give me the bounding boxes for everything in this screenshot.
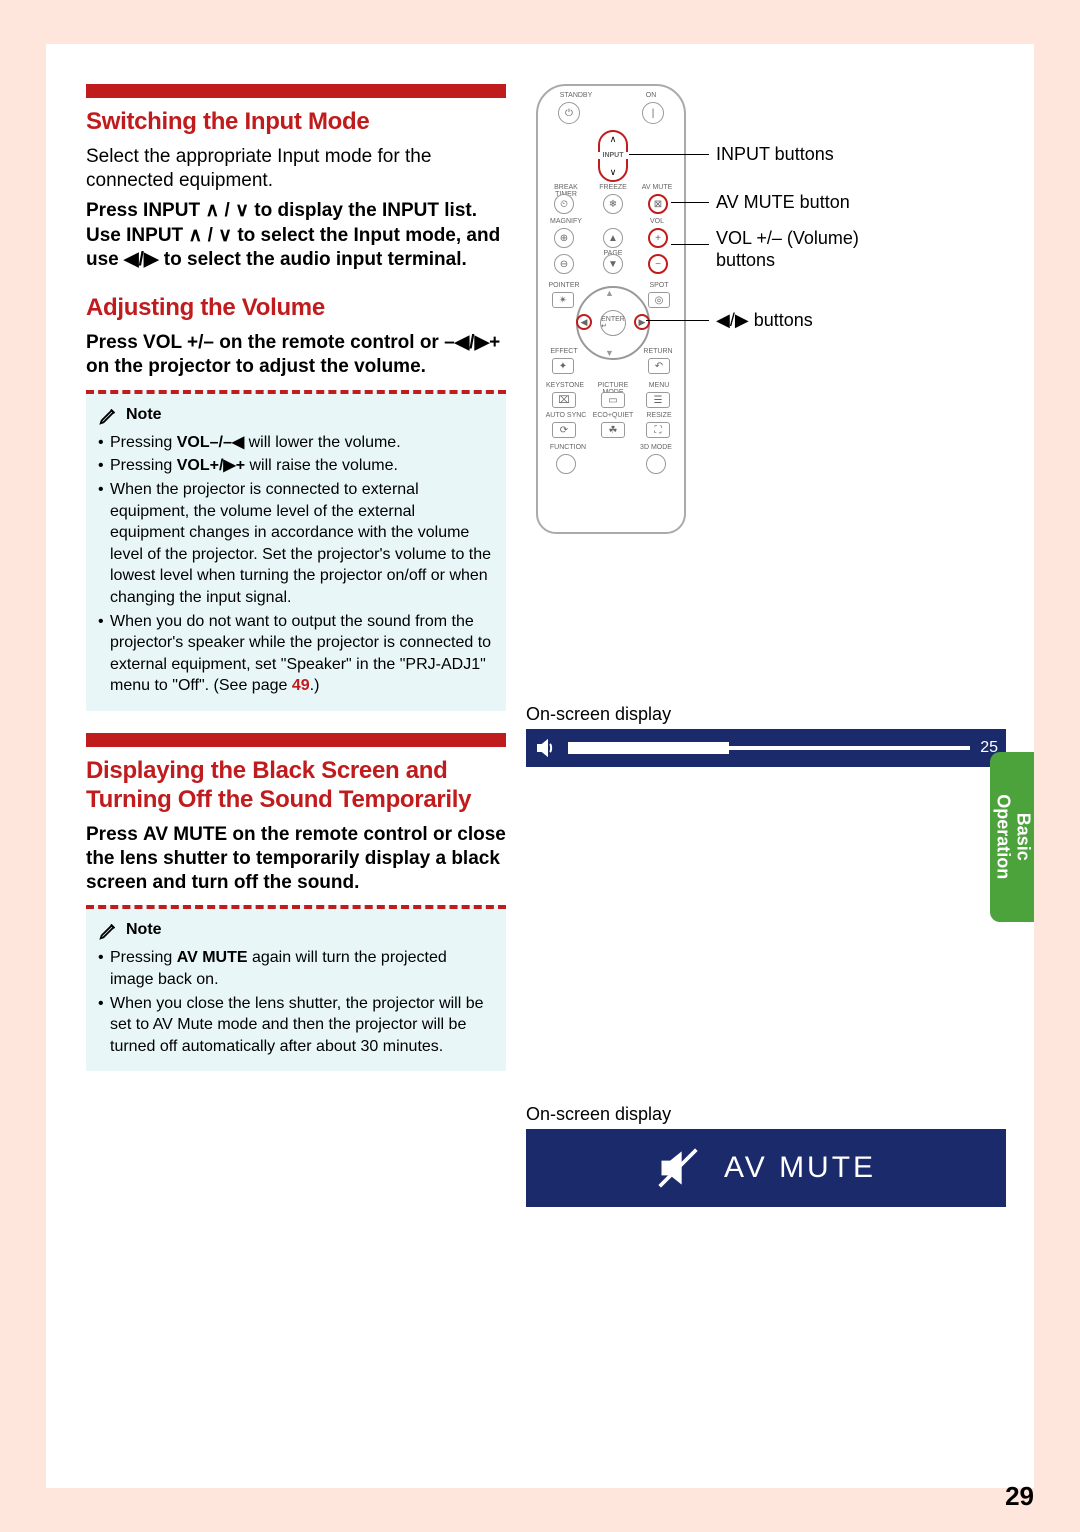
manual-page: Switching the Input Mode Select the appr…	[0, 0, 1080, 1532]
vol-plus-button[interactable]: +	[648, 228, 668, 248]
pointer-button[interactable]: ✴	[552, 292, 574, 308]
function-button[interactable]	[556, 454, 576, 474]
return-button[interactable]: ↶	[648, 358, 670, 374]
spot-button[interactable]: ◎	[648, 292, 670, 308]
osd-label: On-screen display	[526, 704, 1006, 725]
magnify-minus-button[interactable]: ⊖	[554, 254, 574, 274]
body-text: Press AV MUTE on the remote control or c…	[86, 823, 506, 896]
enter-button[interactable]: ENTER ↵	[600, 310, 626, 336]
keystone-button[interactable]: ⌧	[552, 392, 576, 408]
body-text: Use INPUT ∧ / ∨ to select the Input mode…	[86, 224, 506, 273]
osd-label: On-screen display	[526, 1104, 1006, 1125]
remote-illustration: STANDBY ON ⏻ | ∧ ∨ INPUT BREAK TIMER FRE…	[536, 84, 686, 534]
osd-volume-bar: 25	[526, 729, 1006, 767]
note-item: When the projector is connected to exter…	[98, 479, 494, 609]
callout-vol: VOL +/– (Volume) buttons	[716, 228, 916, 271]
page-down-button[interactable]: ▼	[603, 254, 623, 274]
effect-button[interactable]: ✦	[552, 358, 574, 374]
note-label: Note	[98, 919, 494, 941]
note-item: Pressing VOL+/▶+ will raise the volume.	[98, 455, 494, 477]
mute-icon	[656, 1146, 700, 1190]
body-text: Press VOL +/– on the remote control or –…	[86, 331, 506, 380]
right-button[interactable]: ▶	[634, 314, 650, 330]
divider-bar	[86, 84, 506, 98]
note-box: Note Pressing VOL–/–◀ will lower the vol…	[86, 390, 506, 711]
vol-minus-button[interactable]: −	[648, 254, 668, 274]
freeze-button[interactable]: ❄	[603, 194, 623, 214]
divider-bar	[86, 733, 506, 747]
section-title: Displaying the Black Screen and Turning …	[86, 757, 506, 815]
note-label: Note	[98, 404, 494, 426]
note-item: Pressing AV MUTE again will turn the pro…	[98, 947, 494, 990]
section-title: Adjusting the Volume	[86, 294, 506, 323]
section-title: Switching the Input Mode	[86, 108, 506, 137]
picture-mode-button[interactable]: ▭	[601, 392, 625, 408]
right-column: STANDBY ON ⏻ | ∧ ∨ INPUT BREAK TIMER FRE…	[526, 84, 1046, 564]
page-up-button[interactable]: ▲	[603, 228, 623, 248]
left-button[interactable]: ◀	[576, 314, 592, 330]
page-number: 29	[1005, 1481, 1034, 1512]
callout-arrows: ◀/▶ buttons	[716, 310, 813, 332]
volume-fill	[568, 742, 729, 754]
osd-avmute-display: AV MUTE	[526, 1129, 1006, 1207]
av-mute-button[interactable]: ⊠	[648, 194, 668, 214]
note-list: Pressing VOL–/–◀ will lower the volume. …	[98, 432, 494, 697]
body-text: Press INPUT ∧ / ∨ to display the INPUT l…	[86, 199, 506, 223]
callout-input: INPUT buttons	[716, 144, 834, 166]
body-text: Select the appropriate Input mode for th…	[86, 145, 506, 194]
note-item: When you close the lens shutter, the pro…	[98, 993, 494, 1058]
volume-track	[568, 746, 970, 750]
pencil-icon	[98, 919, 120, 941]
note-item: When you do not want to output the sound…	[98, 611, 494, 697]
section-tab: BasicOperation	[990, 752, 1034, 922]
note-list: Pressing AV MUTE again will turn the pro…	[98, 947, 494, 1057]
note-item: Pressing VOL–/–◀ will lower the volume.	[98, 432, 494, 454]
eco-quiet-button[interactable]: ☘	[601, 422, 625, 438]
standby-button[interactable]: ⏻	[558, 102, 580, 124]
left-column: Switching the Input Mode Select the appr…	[86, 84, 506, 1071]
3d-mode-button[interactable]	[646, 454, 666, 474]
note-box: Note Pressing AV MUTE again will turn th…	[86, 905, 506, 1071]
page-link[interactable]: 49	[292, 677, 310, 694]
break-timer-button[interactable]: ⏲	[554, 194, 574, 214]
callout-avmute: AV MUTE button	[716, 192, 850, 214]
speaker-icon	[534, 736, 558, 760]
auto-sync-button[interactable]: ⟳	[552, 422, 576, 438]
on-button[interactable]: |	[642, 102, 664, 124]
magnify-plus-button[interactable]: ⊕	[554, 228, 574, 248]
menu-button[interactable]: ☰	[646, 392, 670, 408]
content-area: Switching the Input Mode Select the appr…	[46, 44, 1034, 1488]
pencil-icon	[98, 404, 120, 426]
resize-button[interactable]: ⛶	[646, 422, 670, 438]
avmute-text: AV MUTE	[724, 1151, 876, 1185]
